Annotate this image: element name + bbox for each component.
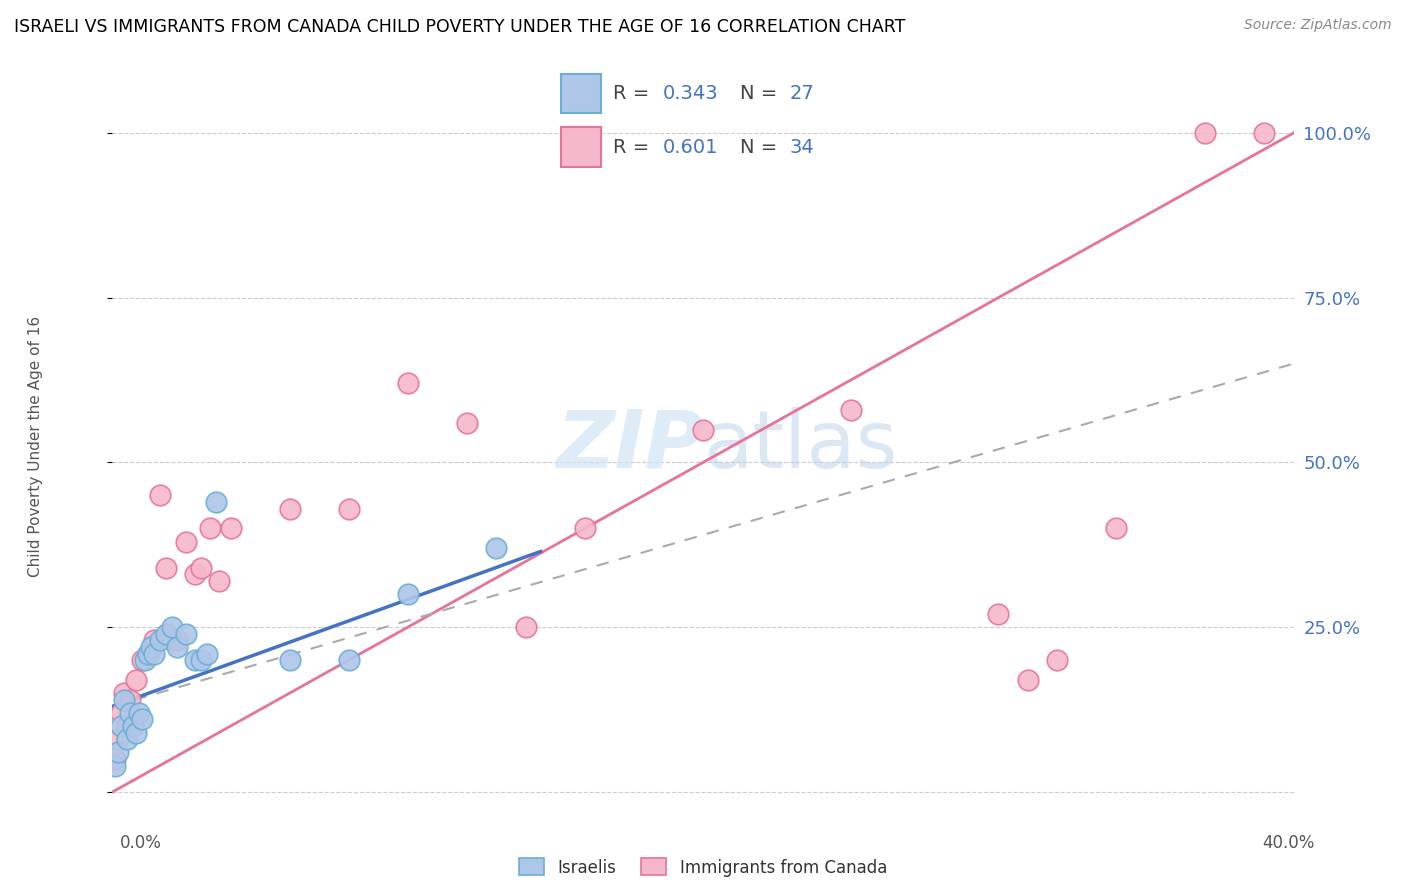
Point — [219, 521, 242, 535]
Point — [149, 488, 172, 502]
Text: 0.601: 0.601 — [662, 137, 718, 157]
Text: N =: N = — [740, 84, 783, 103]
Point — [1105, 521, 1128, 535]
Point — [155, 627, 177, 641]
Text: 34: 34 — [790, 137, 814, 157]
Point — [166, 633, 188, 648]
Text: 0.343: 0.343 — [662, 84, 718, 103]
FancyBboxPatch shape — [561, 128, 600, 167]
Point — [184, 567, 207, 582]
Point — [337, 653, 360, 667]
Point — [574, 521, 596, 535]
Point — [174, 627, 197, 641]
Point — [1046, 653, 1069, 667]
Point — [131, 713, 153, 727]
Point — [104, 758, 127, 772]
Point — [112, 686, 135, 700]
Text: ZIP: ZIP — [555, 407, 703, 485]
Text: 0.0%: 0.0% — [120, 834, 162, 852]
Point — [125, 725, 148, 739]
Point — [174, 534, 197, 549]
Text: 40.0%: 40.0% — [1263, 834, 1315, 852]
Point — [839, 402, 862, 417]
Point — [987, 607, 1010, 621]
Point — [110, 706, 132, 720]
Point — [198, 521, 221, 535]
Point — [131, 653, 153, 667]
Point — [190, 653, 212, 667]
Point — [139, 640, 162, 654]
Point — [107, 732, 129, 747]
FancyBboxPatch shape — [561, 74, 600, 113]
Point — [195, 647, 218, 661]
Point — [278, 653, 301, 667]
Legend: Israelis, Immigrants from Canada: Israelis, Immigrants from Canada — [519, 858, 887, 877]
Point — [117, 719, 138, 733]
Point — [278, 501, 301, 516]
Point — [136, 647, 159, 661]
Point — [120, 692, 142, 706]
Text: 27: 27 — [790, 84, 814, 103]
Point — [190, 561, 212, 575]
Point — [1017, 673, 1039, 687]
Point — [208, 574, 231, 588]
Point — [128, 706, 150, 720]
Point — [117, 732, 138, 747]
Point — [160, 633, 183, 648]
Point — [205, 495, 228, 509]
Point — [142, 633, 165, 648]
Point — [1194, 126, 1216, 140]
Point — [104, 752, 127, 766]
Text: R =: R = — [613, 137, 655, 157]
Text: atlas: atlas — [703, 407, 897, 485]
Point — [166, 640, 188, 654]
Point — [160, 620, 183, 634]
Point — [184, 653, 207, 667]
Text: ISRAELI VS IMMIGRANTS FROM CANADA CHILD POVERTY UNDER THE AGE OF 16 CORRELATION : ISRAELI VS IMMIGRANTS FROM CANADA CHILD … — [14, 18, 905, 36]
Point — [396, 587, 419, 601]
Point — [107, 746, 129, 760]
Point — [110, 719, 132, 733]
Point — [142, 647, 165, 661]
Text: R =: R = — [613, 84, 655, 103]
Point — [692, 423, 714, 437]
Point — [134, 653, 156, 667]
Point — [149, 633, 172, 648]
Point — [125, 673, 148, 687]
Point — [122, 719, 145, 733]
Point — [337, 501, 360, 516]
Point — [396, 376, 419, 391]
Point — [515, 620, 537, 634]
Point — [456, 416, 478, 430]
Text: Child Poverty Under the Age of 16: Child Poverty Under the Age of 16 — [28, 316, 42, 576]
Point — [120, 706, 142, 720]
Point — [112, 692, 135, 706]
Text: Source: ZipAtlas.com: Source: ZipAtlas.com — [1244, 18, 1392, 32]
Point — [136, 647, 159, 661]
Text: N =: N = — [740, 137, 783, 157]
Point — [1253, 126, 1275, 140]
Point — [155, 561, 177, 575]
Point — [485, 541, 508, 556]
